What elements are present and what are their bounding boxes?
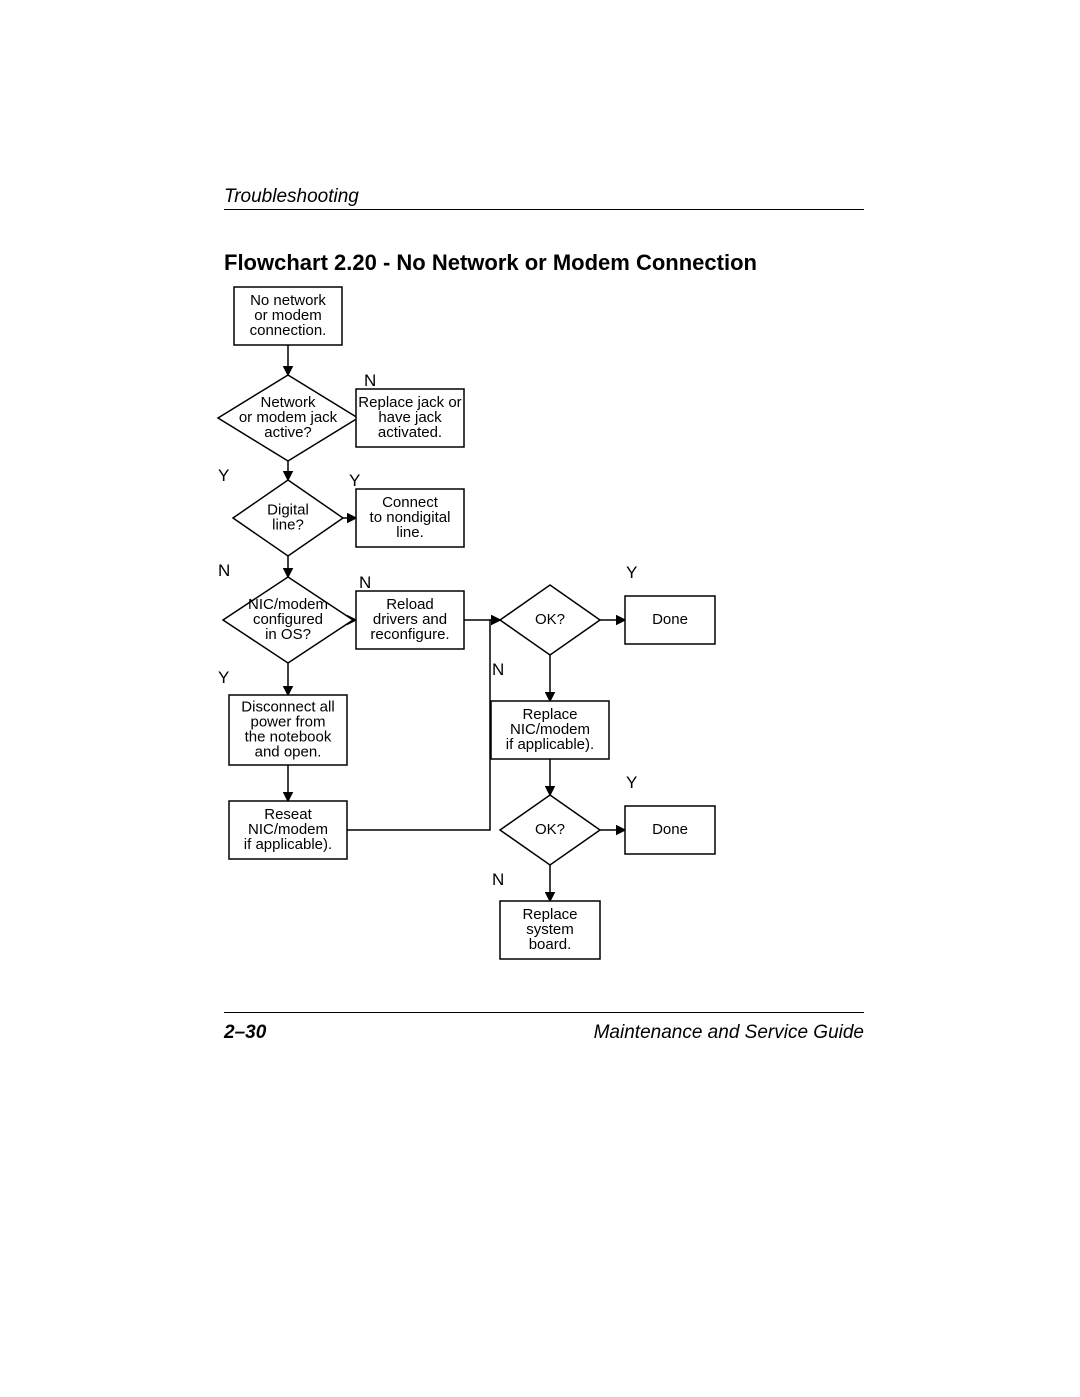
- node-text: Done: [652, 821, 688, 838]
- flow-node-reseat: ReseatNIC/modemif applicable).: [229, 801, 347, 859]
- flow-node-connect: Connectto nondigitalline.: [356, 489, 464, 547]
- document-page: Troubleshooting Flowchart 2.20 - No Netw…: [0, 0, 1080, 1397]
- footer-guide-name: Maintenance and Service Guide: [594, 1022, 864, 1044]
- node-text: activated.: [378, 424, 442, 441]
- node-text: reconfigure.: [370, 626, 449, 643]
- node-text: if applicable).: [506, 736, 594, 753]
- edge-label: N: [492, 870, 504, 889]
- edge-label: N: [492, 660, 504, 679]
- flow-node-disconnect: Disconnect allpower fromthe notebookand …: [229, 695, 347, 765]
- flow-node-done2: Done: [625, 806, 715, 854]
- footer-page-number: 2–30: [224, 1022, 266, 1044]
- flow-node-ok1: OK?: [500, 585, 600, 655]
- node-text: OK?: [535, 611, 565, 628]
- edge-label: N: [218, 561, 230, 580]
- flowchart-diagram: N Y Y N N Y Y N Y N No networkor modemconnection. N…: [210, 280, 770, 1000]
- node-text: and open.: [255, 743, 322, 760]
- flow-node-board: Replacesystemboard.: [500, 901, 600, 959]
- node-text: connection.: [250, 322, 327, 339]
- flowchart-title: Flowchart 2.20 - No Network or Modem Con…: [224, 250, 757, 276]
- header-section: Troubleshooting: [224, 186, 359, 208]
- node-text: line.: [396, 524, 424, 541]
- flow-node-reload: Reloaddrivers andreconfigure.: [356, 591, 464, 649]
- node-text: if applicable).: [244, 836, 332, 853]
- flow-node-replace_nic: ReplaceNIC/modemif applicable).: [491, 701, 609, 759]
- flow-node-start: No networkor modemconnection.: [234, 287, 342, 345]
- flow-node-jack: Networkor modem jackactive?: [218, 375, 358, 461]
- edge-label: Y: [218, 466, 229, 485]
- footer-rule: [224, 1012, 864, 1013]
- node-text: board.: [529, 936, 572, 953]
- node-text: line?: [272, 516, 304, 533]
- flow-node-digital: Digitalline?: [233, 480, 343, 556]
- flow-node-ok2: OK?: [500, 795, 600, 865]
- header-rule: [224, 209, 864, 210]
- flow-node-nic: NIC/modemconfiguredin OS?: [223, 577, 353, 663]
- edge-label: Y: [626, 563, 637, 582]
- edge-label: N: [364, 371, 376, 390]
- edge-label: N: [359, 573, 371, 592]
- flow-node-replace_jack: Replace jack orhave jackactivated.: [356, 389, 464, 447]
- node-text: in OS?: [265, 626, 311, 643]
- edge-label: Y: [218, 668, 229, 687]
- edge-label: Y: [626, 773, 637, 792]
- edge-label: Y: [349, 471, 360, 490]
- node-text: Done: [652, 611, 688, 628]
- node-text: OK?: [535, 821, 565, 838]
- flow-edge: [347, 620, 500, 830]
- node-text: active?: [264, 424, 312, 441]
- flow-node-done1: Done: [625, 596, 715, 644]
